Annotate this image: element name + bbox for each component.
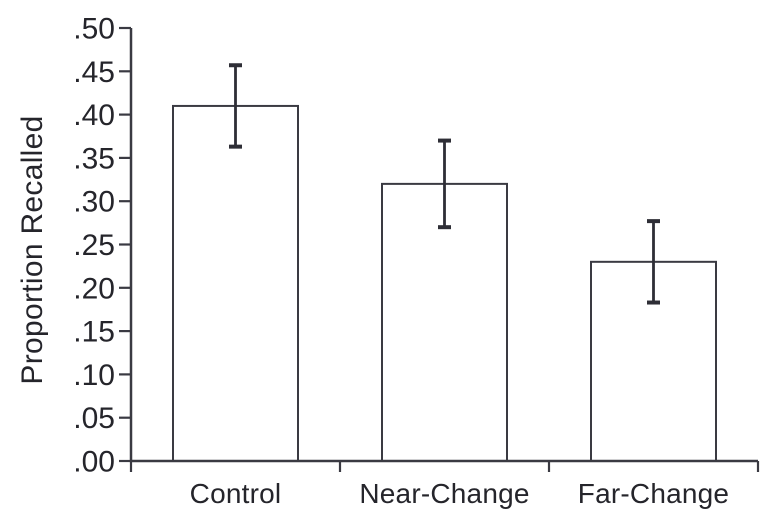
y-tick-label: .30 (73, 186, 115, 219)
y-tick-label: .40 (73, 99, 115, 132)
bar-control (172, 104, 299, 462)
category-label-control: Control (189, 478, 282, 509)
bar-near-change (381, 182, 508, 462)
y-tick-label: .15 (73, 316, 115, 349)
y-axis-title: Proportion Recalled (16, 115, 49, 385)
category-label-far-change: Far-Change (577, 478, 730, 509)
y-tick-label: .20 (73, 272, 115, 305)
y-tick-label: .05 (73, 402, 115, 435)
y-tick-label: .45 (73, 56, 115, 89)
y-tick-label: .50 (73, 13, 115, 46)
y-tick-label: .35 (73, 142, 115, 175)
y-tick-label: .10 (73, 359, 115, 392)
category-label-near-change: Near-Change (359, 478, 530, 509)
y-tick-label: .00 (73, 446, 115, 479)
y-tick-label: .25 (73, 229, 115, 262)
